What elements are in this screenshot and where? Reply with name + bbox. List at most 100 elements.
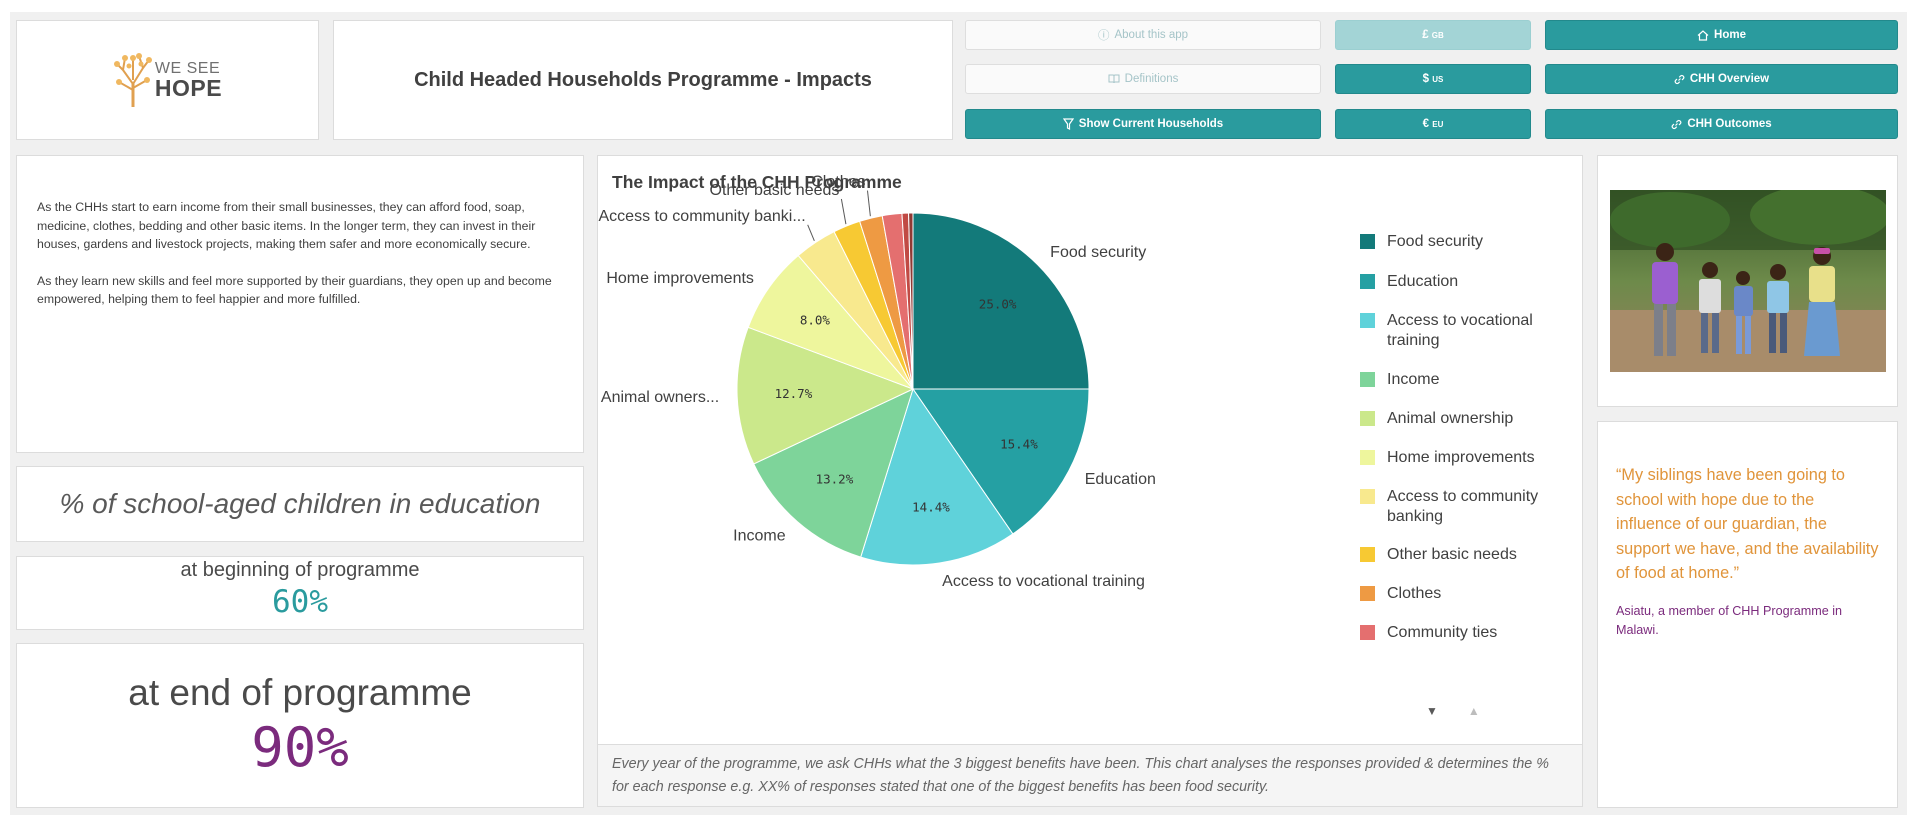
link-icon bbox=[1671, 119, 1682, 130]
legend-swatch bbox=[1360, 274, 1375, 289]
legend-item[interactable]: Food security bbox=[1360, 232, 1560, 252]
legend-scroll-down-icon[interactable]: ▼ bbox=[1426, 704, 1438, 718]
chh-outcomes-button[interactable]: CHH Outcomes bbox=[1545, 109, 1898, 139]
legend-label: Income bbox=[1387, 371, 1440, 388]
legend-label: Community ties bbox=[1387, 624, 1498, 641]
testimonial-attribution: Asiatu, a member of CHH Programme in Mal… bbox=[1616, 603, 1843, 637]
legend-item[interactable]: Animal ownership bbox=[1360, 409, 1560, 429]
legend-scroll-nav: ▼ ▲ bbox=[1426, 704, 1480, 718]
legend-label: Other basic needs bbox=[1387, 546, 1517, 563]
legend-label: Education bbox=[1387, 273, 1459, 290]
legend-swatch bbox=[1360, 313, 1375, 328]
currency-gbp-button[interactable]: £ GB bbox=[1335, 20, 1531, 50]
legend-swatch bbox=[1360, 411, 1375, 426]
legend-label: Home improvements bbox=[1387, 449, 1535, 466]
currency-eur-button[interactable]: € EU bbox=[1335, 109, 1531, 139]
eur-symbol: € bbox=[1422, 118, 1430, 130]
pie-slice-education[interactable] bbox=[912, 388, 1090, 535]
pie-outer-label: Clothes bbox=[811, 174, 865, 191]
pie-outer-label: Access to vocational training bbox=[942, 573, 1145, 590]
legend-swatch bbox=[1360, 625, 1375, 640]
logo-line2: HOPE bbox=[154, 74, 223, 101]
kpi-end-value: 90% bbox=[251, 716, 349, 779]
legend-item[interactable]: Community ties bbox=[1360, 623, 1560, 643]
logo-line1: WE SEE bbox=[154, 59, 221, 77]
info-icon: ⓘ bbox=[1097, 30, 1110, 42]
legend-item[interactable]: Access to vocational training bbox=[1360, 311, 1560, 351]
logo-card: WE SEE HOPE bbox=[16, 20, 319, 140]
home-icon bbox=[1697, 29, 1709, 41]
photo-card bbox=[1597, 155, 1898, 407]
kpi-end-card: at end of programme 90% bbox=[16, 643, 584, 808]
legend-item[interactable]: Education bbox=[1360, 272, 1560, 292]
intro-paragraph-1: As the CHHs start to earn income from th… bbox=[37, 200, 536, 251]
legend-item[interactable]: Clothes bbox=[1360, 584, 1560, 604]
pie-pct-label: 8.0% bbox=[800, 312, 831, 327]
pie-slice-access-to-vocational-training[interactable] bbox=[860, 387, 1014, 566]
pie-slice-other-2[interactable] bbox=[908, 212, 914, 390]
legend-label: Access to community banking bbox=[1387, 488, 1539, 525]
legend-swatch bbox=[1360, 489, 1375, 504]
legend-swatch bbox=[1360, 372, 1375, 387]
kpi-end-label: at end of programme bbox=[128, 672, 472, 713]
chh-overview-button[interactable]: CHH Overview bbox=[1545, 64, 1898, 94]
about-app-button[interactable]: ⓘ About this app bbox=[965, 20, 1321, 50]
pie-slice-income[interactable] bbox=[753, 388, 914, 558]
definitions-button[interactable]: Definitions bbox=[965, 64, 1321, 94]
legend-swatch bbox=[1360, 450, 1375, 465]
pie-pct-label: 25.0% bbox=[979, 296, 1017, 311]
legend-label: Clothes bbox=[1387, 585, 1442, 602]
legend-swatch bbox=[1360, 547, 1375, 562]
eur-code: EU bbox=[1432, 120, 1444, 129]
testimonial-quote: “My siblings have been going to school w… bbox=[1616, 466, 1879, 582]
pie-leader-line bbox=[807, 224, 815, 242]
legend-swatch bbox=[1360, 234, 1375, 249]
we-see-hope-logo: WE SEE HOPE bbox=[113, 52, 222, 108]
link-icon bbox=[1674, 74, 1685, 85]
pie-outer-label: Income bbox=[733, 527, 786, 544]
kpi-begin-value: 60% bbox=[272, 584, 328, 620]
pie-outer-label: Food security bbox=[1050, 244, 1146, 261]
legend-item[interactable]: Home improvements bbox=[1360, 448, 1560, 468]
pie-chart[interactable]: 25.0% 15.4% 14.4% 13.2% 12.7% 8.0% Food securi… bbox=[598, 156, 1358, 746]
kpi-begin-label: at beginning of programme bbox=[180, 559, 420, 581]
pie-leader-line bbox=[840, 198, 847, 225]
children-photo bbox=[1609, 190, 1886, 372]
pie-outer-label: Home improvements bbox=[606, 270, 754, 287]
tree-logo-icon bbox=[113, 53, 152, 107]
home-button[interactable]: Home bbox=[1545, 20, 1898, 50]
kpi-title-card: % of school-aged children in education bbox=[16, 466, 584, 542]
legend-label: Animal ownership bbox=[1387, 410, 1514, 427]
pie-slice-home-improvements[interactable] bbox=[747, 254, 914, 390]
pie-pct-label: 14.4% bbox=[912, 499, 950, 514]
chh-overview-label: CHH Overview bbox=[1689, 73, 1770, 85]
book-icon bbox=[1108, 74, 1120, 84]
kpi-title: % of school-aged children in education bbox=[59, 488, 541, 519]
currency-usd-button[interactable]: $ US bbox=[1335, 64, 1531, 94]
about-app-label: About this app bbox=[1114, 29, 1189, 41]
show-current-households-button[interactable]: Show Current Households bbox=[965, 109, 1321, 139]
chart-footnote: Every year of the programme, we ask CHHs… bbox=[597, 745, 1583, 807]
intro-text-card: As the CHHs start to earn income from th… bbox=[16, 155, 584, 453]
pie-outer-label: Animal owners... bbox=[601, 389, 719, 406]
legend-item[interactable]: Access to community banking bbox=[1360, 487, 1560, 527]
title-card: Child Headed Households Programme - Impa… bbox=[333, 20, 953, 140]
legend-label: Access to vocational training bbox=[1387, 312, 1533, 349]
pie-pct-label: 13.2% bbox=[816, 471, 854, 486]
gbp-symbol: £ bbox=[1422, 29, 1429, 41]
pie-outer-label: Education bbox=[1085, 471, 1156, 488]
legend-scroll-up-icon[interactable]: ▲ bbox=[1467, 704, 1480, 718]
pie-slice-animal-ownership[interactable] bbox=[736, 326, 915, 465]
pie-slice-food-security[interactable] bbox=[912, 212, 1090, 390]
chart-title: The Impact of the CHH Programme bbox=[612, 172, 902, 192]
legend-item[interactable]: Other basic needs bbox=[1360, 545, 1560, 565]
definitions-label: Definitions bbox=[1124, 73, 1179, 85]
quote-card: “My siblings have been going to school w… bbox=[1597, 421, 1898, 808]
legend-item[interactable]: Income bbox=[1360, 370, 1560, 390]
pie-leader-line bbox=[866, 190, 871, 217]
show-current-label: Show Current Households bbox=[1078, 118, 1224, 130]
page-title: Child Headed Households Programme - Impa… bbox=[414, 68, 872, 91]
home-label: Home bbox=[1714, 29, 1746, 41]
pie-pct-label: 12.7% bbox=[775, 386, 813, 401]
usd-code: US bbox=[1432, 75, 1444, 84]
